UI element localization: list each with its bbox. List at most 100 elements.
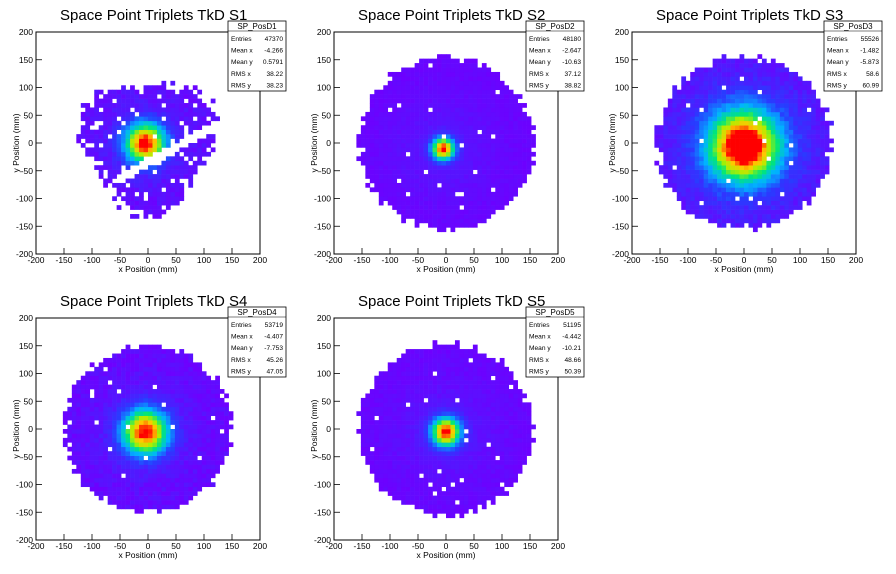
heatmap-bin xyxy=(717,107,722,113)
heatmap-bin xyxy=(761,209,767,215)
heatmap-bin xyxy=(472,111,478,117)
heatmap-bin xyxy=(94,371,100,377)
heatmap-bin xyxy=(94,94,100,99)
heatmap-bin xyxy=(477,107,483,113)
y-tick-label: 0 xyxy=(624,138,629,148)
heatmap-bin xyxy=(219,420,225,425)
heatmap-bin xyxy=(437,209,442,215)
heatmap-bin xyxy=(410,160,415,166)
heatmap-bin xyxy=(419,433,424,439)
heatmap-bin xyxy=(446,156,451,162)
heatmap-bin xyxy=(401,169,406,175)
heatmap-bin xyxy=(815,116,821,122)
heatmap-bin xyxy=(437,94,442,99)
heatmap-bin xyxy=(752,174,758,179)
heatmap-bin xyxy=(784,191,790,197)
heatmap-bin xyxy=(815,120,821,126)
heatmap-bin xyxy=(663,174,669,179)
heatmap-bin xyxy=(170,160,176,166)
heatmap-bin xyxy=(387,187,393,193)
heatmap-bin xyxy=(369,111,375,117)
heatmap-bin xyxy=(143,134,149,139)
heatmap-bin xyxy=(387,411,393,416)
heatmap-bin xyxy=(423,433,429,439)
heatmap-bin xyxy=(481,169,487,175)
heatmap-bin xyxy=(210,116,216,122)
heatmap-bin xyxy=(481,89,487,95)
heatmap-bin xyxy=(369,437,375,443)
heatmap-bin xyxy=(748,165,754,170)
heatmap-bin xyxy=(446,209,451,215)
heatmap-bin xyxy=(775,103,781,108)
heatmap-bin xyxy=(76,437,82,443)
heatmap-bin xyxy=(396,200,402,206)
heatmap-bin xyxy=(726,156,731,162)
heatmap-bin xyxy=(401,80,406,86)
heatmap-bin xyxy=(699,134,704,139)
heatmap-bin xyxy=(156,455,162,461)
heatmap-bin xyxy=(183,451,189,456)
heatmap-bin xyxy=(387,103,393,108)
heatmap-bin xyxy=(80,380,86,385)
heatmap-bin xyxy=(112,165,117,170)
heatmap-bin xyxy=(699,94,704,99)
heatmap-bin xyxy=(98,98,104,104)
heatmap-bin xyxy=(446,76,451,82)
heatmap-bin xyxy=(495,169,501,175)
heatmap-bin xyxy=(121,446,126,452)
heatmap-bin xyxy=(432,406,438,412)
heatmap-bin xyxy=(806,160,812,166)
heatmap-bin xyxy=(201,371,207,377)
heatmap-bin xyxy=(463,406,469,412)
heatmap-bin xyxy=(387,366,393,372)
heatmap-bin xyxy=(183,420,189,425)
heatmap-bin xyxy=(708,71,713,77)
heatmap-bin xyxy=(161,165,167,170)
heatmap-bin xyxy=(206,460,212,465)
heatmap-bin xyxy=(161,94,167,99)
heatmap-bin xyxy=(201,420,207,425)
heatmap-bin xyxy=(405,406,411,412)
heatmap-bin xyxy=(721,63,727,68)
heatmap-bin xyxy=(107,477,113,483)
heatmap-bin xyxy=(156,357,162,363)
heatmap-bin xyxy=(174,415,180,421)
heatmap-bin xyxy=(148,178,153,184)
heatmap-bin xyxy=(170,120,176,126)
heatmap-bin xyxy=(378,200,384,206)
heatmap-bin xyxy=(125,442,131,448)
heatmap-bin xyxy=(472,103,478,108)
heatmap-bin xyxy=(130,196,135,202)
heatmap-bin xyxy=(681,178,687,184)
heatmap-bin xyxy=(441,420,447,425)
heatmap-bin xyxy=(112,460,117,465)
heatmap-bin xyxy=(62,420,68,425)
heatmap-bin xyxy=(459,94,465,99)
heatmap-bin xyxy=(414,111,420,117)
stats-label: Mean x xyxy=(529,48,551,55)
panel-title: Space Point Triplets TkD S2 xyxy=(358,7,545,24)
heatmap-bin xyxy=(446,165,451,170)
heatmap-bin xyxy=(486,214,492,219)
heatmap-bin xyxy=(206,464,212,470)
heatmap-bin xyxy=(437,98,442,104)
heatmap-bin xyxy=(143,151,149,157)
y-axis-label: y Position (mm) xyxy=(11,113,21,172)
heatmap-bin xyxy=(183,375,189,381)
heatmap-bin xyxy=(779,200,785,206)
heatmap-bin xyxy=(401,218,406,224)
heatmap-bin xyxy=(717,67,722,73)
heatmap-bin xyxy=(676,103,682,108)
heatmap-bin xyxy=(179,349,185,354)
heatmap-bin xyxy=(378,389,384,394)
heatmap-bin xyxy=(450,500,456,505)
heatmap-bin xyxy=(201,393,207,399)
heatmap-bin xyxy=(174,156,180,162)
heatmap-bin xyxy=(423,209,429,215)
heatmap-bin xyxy=(463,94,469,99)
heatmap-bin xyxy=(477,156,483,162)
heatmap-bin xyxy=(423,67,429,73)
heatmap-bin xyxy=(739,120,745,126)
heatmap-bins xyxy=(356,54,536,233)
heatmap-bin xyxy=(215,116,220,122)
